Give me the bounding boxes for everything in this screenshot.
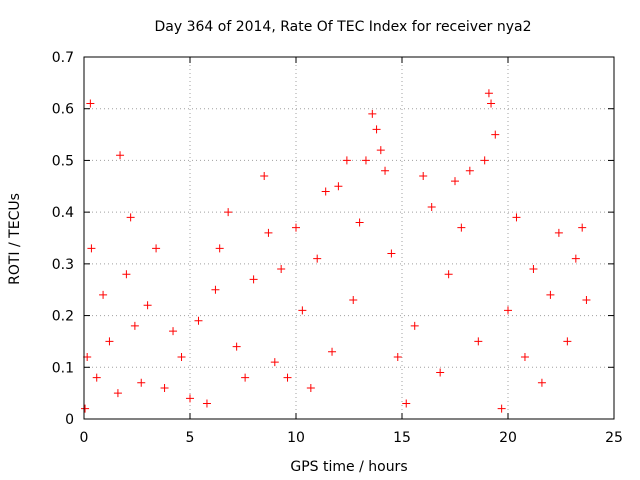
data-point (582, 296, 591, 305)
data-point (480, 156, 489, 165)
chart-title: Day 364 of 2014, Rate Of TEC Index for r… (154, 19, 531, 35)
data-point (260, 171, 269, 180)
data-point (105, 337, 114, 346)
data-point (436, 368, 445, 377)
data-point (563, 337, 572, 346)
data-point (160, 383, 169, 392)
data-point (113, 389, 122, 398)
data-point (186, 394, 194, 403)
data-point (202, 399, 211, 408)
y-axis-label: ROTI / TECUs (7, 193, 23, 285)
x-axis-label: GPS time / hours (290, 459, 407, 475)
data-point (298, 306, 307, 315)
data-point (224, 208, 233, 217)
data-point (83, 352, 92, 361)
data-point (444, 270, 453, 279)
data-point (169, 327, 178, 336)
x-tick-label: 15 (393, 430, 411, 446)
data-points (81, 89, 591, 413)
x-tick-label: 20 (499, 430, 517, 446)
data-point (126, 213, 135, 222)
data-point (381, 166, 390, 175)
data-point (376, 146, 385, 155)
data-point (313, 254, 322, 263)
data-point (99, 290, 108, 299)
x-tick-label: 10 (287, 430, 305, 446)
grid-lines (84, 57, 614, 419)
y-tick-label: 0.6 (52, 102, 74, 118)
data-point (387, 249, 396, 258)
data-point (334, 182, 343, 191)
data-point (504, 306, 512, 315)
data-point (292, 223, 300, 232)
data-point (270, 358, 279, 367)
y-tick-label: 0.2 (52, 309, 74, 325)
data-point (372, 125, 381, 134)
data-point (512, 213, 521, 222)
y-tick-label: 0 (65, 412, 74, 428)
x-tick-label: 25 (605, 430, 623, 446)
data-point (328, 347, 337, 356)
data-point (355, 218, 364, 227)
data-point (520, 352, 529, 361)
data-point (474, 337, 483, 346)
data-point (86, 99, 95, 108)
data-point (402, 399, 411, 408)
data-point (465, 166, 474, 175)
data-point (571, 254, 580, 263)
y-tick-label: 0.4 (52, 205, 74, 221)
data-point (283, 373, 292, 382)
data-point (393, 352, 402, 361)
axis-ticks: 0 5 10 15 20 25 0 0.1 0.2 0.3 0.4 0.5 0.6 0.7 (52, 50, 623, 446)
data-point (321, 187, 330, 196)
data-point (368, 109, 377, 118)
data-point (249, 275, 258, 284)
data-point (306, 383, 315, 392)
data-point (92, 373, 101, 382)
data-point (491, 130, 500, 139)
data-point (342, 156, 351, 165)
data-point (143, 301, 152, 310)
data-point (529, 265, 538, 274)
x-tick-label: 0 (80, 430, 89, 446)
data-point (264, 228, 273, 237)
x-tick-label: 5 (186, 430, 195, 446)
data-point (537, 378, 546, 387)
data-point (215, 244, 224, 253)
data-point (122, 270, 131, 279)
data-point (487, 99, 496, 108)
data-point (87, 244, 96, 253)
y-tick-label: 0.5 (52, 153, 74, 169)
data-point (419, 171, 428, 180)
data-point (554, 228, 563, 237)
data-point (137, 378, 146, 387)
data-point (81, 404, 90, 413)
data-point (116, 151, 125, 160)
data-point (497, 404, 506, 413)
data-point (277, 265, 286, 274)
data-point (410, 321, 419, 330)
data-point (152, 244, 161, 253)
data-point (451, 177, 459, 186)
data-point (546, 290, 555, 299)
data-point (349, 296, 358, 305)
data-point (361, 156, 370, 165)
data-point (457, 223, 466, 232)
plot-frame (83, 56, 615, 420)
data-point (484, 89, 493, 98)
data-point (232, 342, 241, 351)
data-point (427, 202, 436, 211)
y-tick-label: 0.3 (52, 257, 74, 273)
data-point (578, 223, 587, 232)
data-point (194, 316, 203, 325)
data-point (130, 321, 139, 330)
y-tick-label: 0.7 (52, 50, 74, 66)
data-point (241, 373, 250, 382)
data-point (177, 352, 186, 361)
y-tick-label: 0.1 (52, 360, 74, 376)
data-point (211, 285, 220, 294)
